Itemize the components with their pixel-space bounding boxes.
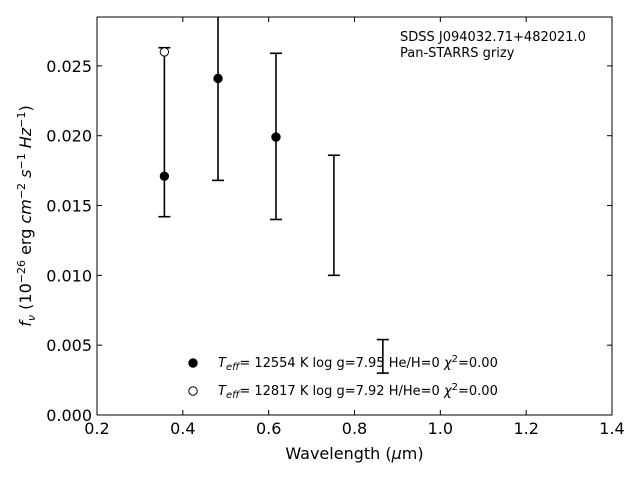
legend-entry-2: Teff= 12817 K log g=7.92 H/He=0 χ2=0.00 [218, 382, 498, 401]
legend-entry-1-teff: = 12554 K [239, 356, 309, 371]
data-point-filled [213, 73, 223, 84]
data-points [159, 47, 281, 181]
x-tick-label: 1.0 [428, 419, 453, 438]
x-tick-label: 0.2 [84, 419, 109, 438]
legend-entry-1-logg: log g=7.95 [313, 356, 385, 371]
errorbar [376, 338, 389, 374]
y-tick-label: 0.005 [46, 336, 92, 355]
x-tick-label: 0.4 [170, 419, 195, 438]
y-tick-label: 0.020 [46, 127, 92, 146]
x-tick-label: 0.8 [342, 419, 367, 438]
data-point-filled [271, 132, 281, 142]
errorbar [158, 46, 171, 218]
legend-entry-1-comp: He/H=0 [389, 356, 440, 371]
annotation-survey: Pan-STARRS grizy [400, 46, 515, 61]
errorbar [327, 154, 340, 277]
y-axis-label: fν (10−26 erg cm−2 s−1 Hz−1) [15, 105, 38, 326]
annotation-object-name: SDSS J094032.71+482021.0 [400, 30, 586, 45]
errorbar [212, 17, 225, 182]
axis-tick-labels: 0.2 0.4 0.6 0.8 1.0 1.2 1.4 0.000 0.005 0.010 0.01… [46, 57, 625, 438]
errorbars [158, 17, 389, 374]
y-tick-label: 0.010 [46, 266, 92, 285]
x-axis-label: Wavelength (μm) [285, 444, 423, 463]
y-tick-label: 0.015 [46, 197, 92, 216]
legend-entry-1-chi: =0.00 [458, 356, 498, 371]
legend-entry-2-teff: = 12817 K [239, 384, 309, 399]
x-tick-label: 1.2 [513, 419, 538, 438]
axis-ticks [96, 17, 613, 416]
data-point-filled [159, 171, 170, 181]
x-tick-label: 0.6 [256, 419, 281, 438]
legend-marker-filled [188, 358, 198, 368]
legend: Teff= 12554 K log g=7.95 He/H=0 χ2=0.00 … [188, 354, 498, 401]
legend-entry-2-chi: =0.00 [458, 384, 498, 399]
y-tick-label: 0.025 [46, 57, 92, 76]
legend-entry-2-logg: log g=7.92 [313, 384, 385, 399]
legend-entry-2-comp: H/He=0 [389, 384, 440, 399]
x-tick-label: 1.4 [599, 419, 624, 438]
y-tick-label: 0.000 [46, 406, 92, 425]
data-point-open [159, 47, 170, 57]
legend-marker-open [188, 386, 198, 396]
legend-entry-1: Teff= 12554 K log g=7.95 He/H=0 χ2=0.00 [218, 354, 498, 373]
